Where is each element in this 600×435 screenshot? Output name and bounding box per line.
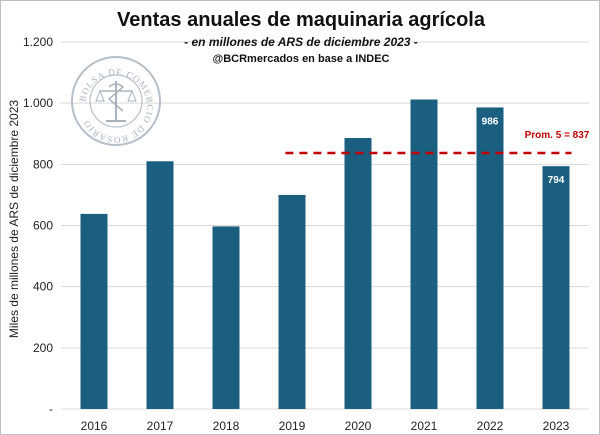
data-label-2022: 986: [482, 116, 499, 127]
bar-2019: [278, 194, 306, 409]
x-tick-label: 2022: [477, 419, 504, 433]
y-tick-label: 1.200: [23, 35, 53, 49]
y-tick-label: 800: [33, 157, 53, 171]
scales-caduceus-seal-icon: BOLSA DE COMERCIO DE ROSARIO: [71, 56, 161, 146]
data-labels: 986 794: [482, 116, 565, 186]
chart-source: @BCRmercados en base a INDEC: [212, 53, 389, 65]
y-tick-label: 400: [33, 280, 53, 294]
y-tick-label: 200: [33, 341, 53, 355]
bars: [80, 99, 570, 409]
y-tick-label: 1.000: [23, 96, 53, 110]
x-tick-label: 2023: [543, 419, 570, 433]
x-tick-label: 2021: [411, 419, 438, 433]
chart-title: Ventas anuales de maquinaria agrícola: [117, 9, 486, 31]
reference-line-label: Prom. 5 = 837: [525, 130, 590, 141]
bar-2016: [80, 213, 108, 409]
y-tick-labels: - 200 400 600 800 1.000 1.200: [23, 35, 53, 416]
x-tick-label: 2017: [147, 419, 174, 433]
bar-2018: [212, 226, 240, 409]
x-tick-label: 2020: [345, 419, 372, 433]
x-tick-labels: 2016 2017 2018 2019 2020 2021 2022 2023: [81, 419, 570, 433]
y-tick-label: 600: [33, 219, 53, 233]
bar-2023: [542, 166, 570, 409]
x-tick-label: 2019: [279, 419, 306, 433]
chart-subtitle: - en millones de ARS de diciembre 2023 -: [184, 35, 418, 49]
x-tick-label: 2016: [81, 419, 108, 433]
bar-2022: [476, 107, 504, 409]
data-label-2023: 794: [548, 175, 565, 186]
reference-line-group: Prom. 5 = 837: [285, 130, 590, 155]
y-axis-label: Miles de millones de ARS de diciembre 20…: [7, 100, 21, 338]
bar-2020: [344, 138, 372, 409]
x-tick-label: 2018: [213, 419, 240, 433]
y-tick-label: -: [49, 402, 53, 416]
bar-2017: [146, 161, 174, 409]
gridlines: [61, 41, 589, 410]
bar-2021: [410, 99, 438, 409]
